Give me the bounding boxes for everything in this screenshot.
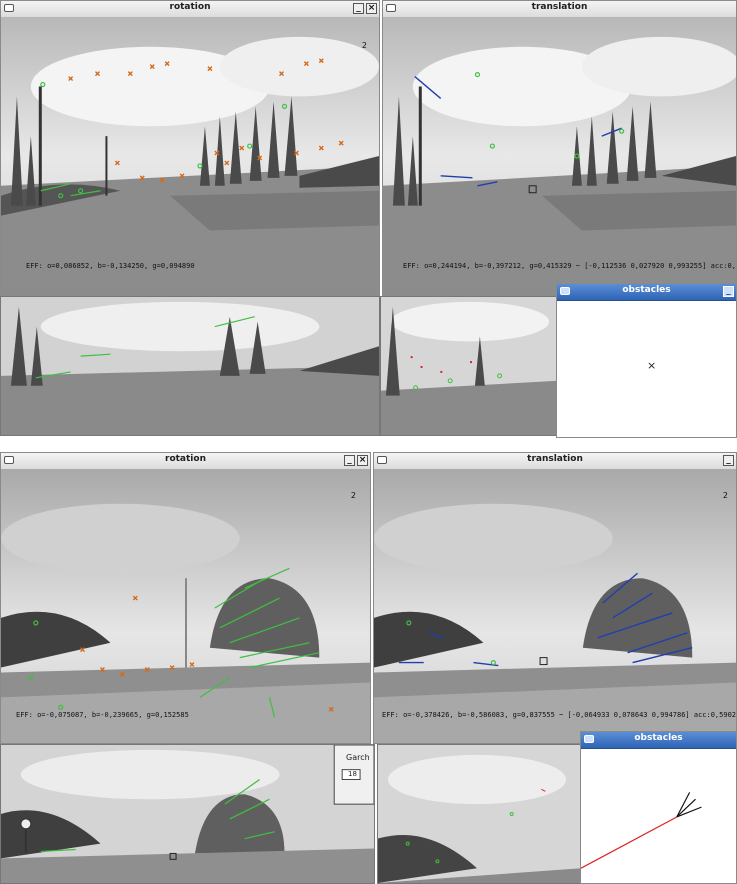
- titlebar[interactable]: obstacles _: [557, 284, 736, 301]
- road-sign-number: 18: [348, 770, 357, 778]
- close-button[interactable]: ×: [366, 3, 377, 14]
- bottom-left-view-top: [0, 296, 380, 436]
- close-button[interactable]: ×: [357, 455, 368, 466]
- obstacles-window-bottom: obstacles: [580, 731, 737, 884]
- window-title: obstacles: [622, 285, 671, 295]
- road-scene-image: [378, 745, 581, 883]
- window-menu-icon[interactable]: [4, 456, 14, 464]
- road-scene-image: [1, 469, 370, 743]
- road-scene-image: [381, 297, 557, 435]
- window-menu-icon[interactable]: [377, 456, 387, 464]
- road-scene-image: [1, 17, 379, 295]
- translation-window-top: translation EFF:: [382, 0, 737, 296]
- translation-window-bottom: translation _ 2 EFF: o=-0,378426, b=-0,5…: [373, 452, 737, 744]
- translation-view: [374, 469, 736, 743]
- road-scene-image: [374, 469, 736, 743]
- bottom-right-view-top: [380, 296, 558, 436]
- frame-number: 2: [722, 491, 728, 500]
- bottom-left-view-bottom: Garch 18: [0, 744, 375, 884]
- road-scene-image: [1, 297, 379, 435]
- rotation-window-bottom: rotation _ × 2 EFF: o=: [0, 452, 371, 744]
- eff-readout: EFF: o=0,244194, b=-0,397212, g=0,415329…: [403, 262, 737, 270]
- titlebar[interactable]: translation _: [374, 453, 736, 470]
- window-title: rotation: [169, 2, 211, 12]
- rotation-view: [1, 17, 379, 295]
- window-title: translation: [531, 2, 588, 12]
- road-scene-image: [1, 745, 374, 883]
- obstacle-vector: [581, 792, 702, 869]
- minimize-button[interactable]: _: [353, 3, 364, 14]
- minimize-button[interactable]: _: [344, 455, 355, 466]
- window-title: translation: [527, 454, 583, 464]
- titlebar[interactable]: obstacles: [581, 732, 736, 749]
- window-title: rotation: [165, 454, 206, 464]
- window-menu-icon[interactable]: [560, 287, 570, 295]
- minimize-button[interactable]: _: [723, 286, 734, 297]
- obstacle-marker: ×: [647, 359, 657, 372]
- window-title: obstacles: [634, 733, 683, 743]
- bottom-right-view-bottom: [377, 744, 582, 884]
- obstacles-view: [581, 748, 736, 883]
- obstacles-window-top: obstacles _ ×: [556, 283, 737, 438]
- translation-view: [383, 17, 736, 295]
- window-menu-icon[interactable]: [386, 4, 396, 12]
- window-menu-icon[interactable]: [584, 735, 594, 743]
- eff-readout: EFF: o=-0,378426, b=-0,586083, g=0,83755…: [382, 711, 737, 719]
- rotation-window-top: rotation _ ×: [0, 0, 380, 296]
- eff-readout: EFF: o=-0,075087, b=-0,239665, g=0,15258…: [16, 711, 189, 719]
- rotation-view: [1, 469, 370, 743]
- frame-number: 2: [350, 491, 356, 500]
- window-menu-icon[interactable]: [4, 4, 14, 12]
- minimize-button[interactable]: _: [723, 455, 734, 466]
- titlebar[interactable]: rotation _ ×: [1, 453, 370, 470]
- titlebar[interactable]: translation: [383, 1, 736, 18]
- eff-readout: EFF: o=0,086852, b=-0,134250, g=0,094890: [26, 262, 195, 270]
- frame-number: 2: [361, 41, 367, 50]
- titlebar[interactable]: rotation _ ×: [1, 1, 379, 18]
- road-scene-image: [383, 17, 736, 295]
- road-sign-text: Garch: [346, 753, 370, 762]
